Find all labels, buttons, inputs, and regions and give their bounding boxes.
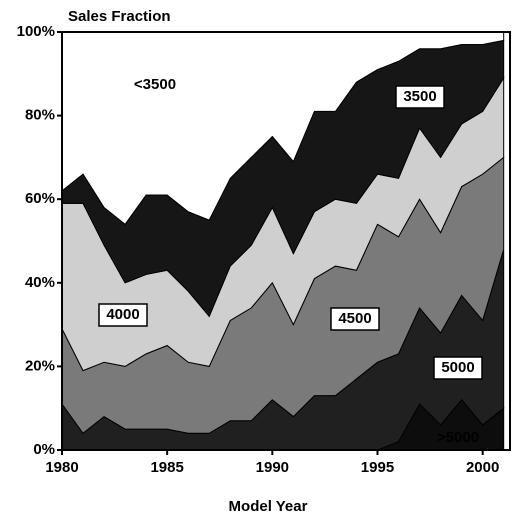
x-axis-label: Model Year bbox=[229, 498, 308, 515]
y-tick-label: 40% bbox=[25, 274, 55, 291]
label-box bbox=[98, 303, 148, 327]
y-tick-label: 60% bbox=[25, 190, 55, 207]
series-label: 5000 bbox=[441, 359, 474, 376]
series-label: 4500 bbox=[338, 310, 371, 327]
label-box bbox=[330, 307, 380, 331]
x-tick-label: 1995 bbox=[361, 459, 394, 476]
y-tick-label: 100% bbox=[17, 23, 55, 40]
label-box bbox=[433, 356, 483, 380]
x-tick-label: 1990 bbox=[256, 459, 289, 476]
y-tick-label: 80% bbox=[25, 107, 55, 124]
series-label: <3500 bbox=[134, 76, 176, 93]
plot-frame bbox=[61, 31, 511, 451]
series-label: 3500 bbox=[403, 88, 436, 105]
y-tick-label: 20% bbox=[25, 357, 55, 374]
x-tick-label: 1985 bbox=[150, 459, 183, 476]
series-label: >5000 bbox=[437, 429, 479, 446]
series-label: 4000 bbox=[106, 306, 139, 323]
y-tick-label: 0% bbox=[33, 441, 55, 458]
x-tick-label: 1980 bbox=[45, 459, 78, 476]
label-box bbox=[395, 85, 445, 109]
x-tick-label: 2000 bbox=[466, 459, 499, 476]
chart-title: Sales Fraction bbox=[68, 8, 171, 25]
